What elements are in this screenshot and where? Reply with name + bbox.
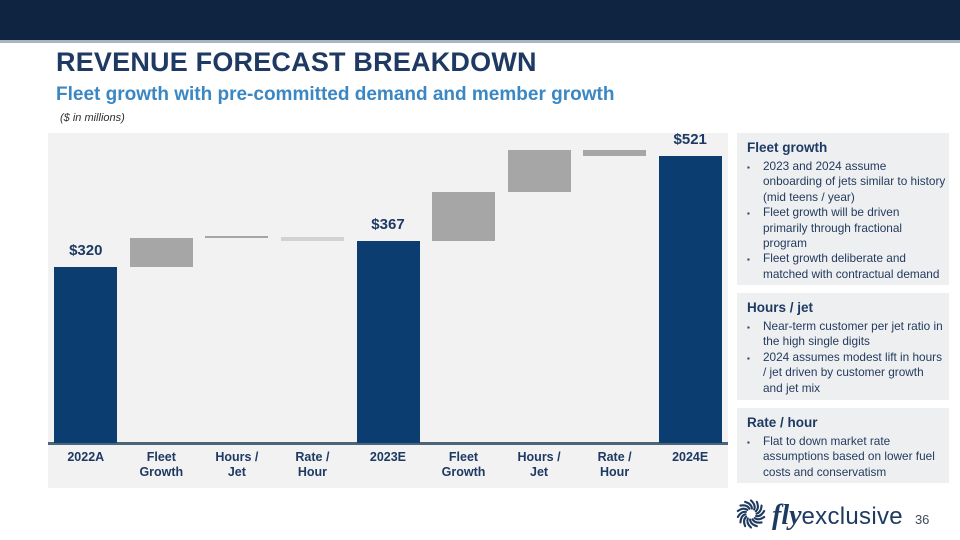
- panel-hours-jet: Hours / jet ▪ Near-term customer per jet …: [737, 293, 949, 400]
- square-bullet-icon: ▪: [747, 163, 750, 172]
- bullet-item: ▪ 2023 and 2024 assume onboarding of jets…: [747, 159, 946, 205]
- bullet-text: Near-term customer per jet ratio in the …: [763, 319, 943, 349]
- bullet-text: 2024 assumes modest lift in hours / jet …: [763, 349, 943, 395]
- waterfall-chart: $320 $367 $521 2022A Fleet Growth Hours / Jet R…: [48, 131, 728, 488]
- top-accent-bar: [0, 0, 960, 43]
- x-axis-label: Rate / Hour: [597, 450, 632, 479]
- waterfall-delta-bar: [507, 150, 571, 192]
- bar-value-label: $521: [673, 131, 707, 149]
- bullet-item: ▪ 2024 assumes modest lift in hours / jet…: [747, 350, 946, 396]
- x-axis-label: 2024E: [672, 450, 709, 464]
- page-number: 36: [914, 512, 930, 527]
- chart-plot-area: $320 $367 $521: [48, 131, 728, 445]
- waterfall-delta-bar: [280, 237, 344, 241]
- brand-text-fly: fly: [772, 500, 802, 531]
- waterfall-delta-bar: [129, 238, 193, 267]
- bullet-item: ▪ Near-term customer per jet ratio in the…: [747, 319, 946, 350]
- bullet-item: ▪ Fleet growth will be driven primarily t…: [747, 205, 946, 251]
- x-axis-label: 2022A: [67, 450, 105, 464]
- waterfall-total-bar: [54, 266, 118, 443]
- x-axis-label: Hours / Jet: [215, 450, 259, 479]
- panel-bullet-list: ▪ Flat to down market rate assumptions ba…: [747, 434, 946, 480]
- pinwheel-swirl-icon: [735, 498, 767, 535]
- bullet-text: Flat to down market rate assumptions bas…: [763, 434, 935, 479]
- units-note: ($ in millions): [60, 112, 125, 124]
- square-bullet-icon: ▪: [747, 438, 750, 447]
- panel-header: Hours / jet: [747, 300, 814, 315]
- waterfall-total-bar: [658, 156, 722, 443]
- waterfall-total-bar: [356, 240, 420, 443]
- x-axis-label: Rate / Hour: [295, 450, 330, 479]
- x-axis-label: Hours / Jet: [517, 450, 561, 479]
- bar-value-label: $320: [69, 241, 103, 259]
- panel-fleet-growth: Fleet growth ▪ 2023 and 2024 assume onboa…: [737, 133, 949, 285]
- x-axis-labels: 2022A Fleet Growth Hours / Jet Rate / Hour 2023…: [48, 443, 728, 488]
- footer-brand: fly exclusive 36: [735, 492, 929, 532]
- square-bullet-icon: ▪: [747, 209, 750, 219]
- square-bullet-icon: ▪: [747, 255, 750, 265]
- bullet-text: Fleet growth will be driven primarily th…: [763, 205, 902, 251]
- waterfall-delta-bar: [205, 235, 269, 239]
- x-axis-label: Fleet Growth: [139, 450, 184, 479]
- panel-rate-hour: Rate / hour ▪ Flat to down market rate as…: [737, 408, 949, 483]
- page-subtitle: Fleet growth with pre-committed demand a…: [56, 84, 615, 105]
- bar-value-label: $367: [371, 215, 405, 233]
- bullet-text: Fleet growth deliberate and matched with…: [763, 251, 940, 281]
- x-axis-label: Fleet Growth: [441, 450, 486, 479]
- bullet-item: ▪ Fleet growth deliberate and matched wit…: [747, 251, 946, 282]
- x-axis-line: [48, 442, 728, 445]
- bullet-text: 2023 and 2024 assume onboarding of jets …: [763, 159, 946, 204]
- panel-header: Rate / hour: [747, 415, 818, 430]
- page-title: REVENUE FORECAST BREAKDOWN: [56, 47, 537, 77]
- square-bullet-icon: ▪: [747, 353, 750, 363]
- panel-bullet-list: ▪ 2023 and 2024 assume onboarding of jets…: [747, 159, 946, 282]
- panel-bullet-list: ▪ Near-term customer per jet ratio in the…: [747, 319, 946, 396]
- waterfall-delta-bar: [583, 150, 647, 157]
- x-axis-label: 2023E: [369, 450, 407, 464]
- waterfall-delta-bar: [432, 191, 496, 241]
- bullet-item: ▪ Flat to down market rate assumptions ba…: [747, 434, 946, 480]
- panel-header: Fleet growth: [747, 140, 828, 155]
- brand-text-exclusive: exclusive: [801, 503, 903, 530]
- square-bullet-icon: ▪: [747, 323, 750, 332]
